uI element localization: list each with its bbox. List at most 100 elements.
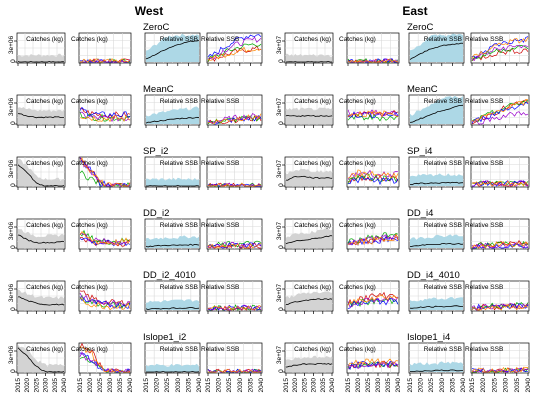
catches-label: Catches (kg) — [71, 222, 108, 229]
ssb-median-line — [409, 181, 464, 186]
x-tick-label: 2030 — [375, 378, 382, 393]
x-tick-label: 2025 — [301, 378, 308, 393]
y-tick-label-zero: 0 — [278, 307, 285, 311]
catches-label: Catches (kg) — [26, 160, 63, 167]
catches-label: Catches (kg) — [26, 346, 63, 353]
ssb-median-line — [145, 243, 200, 248]
catch-envelope — [18, 158, 64, 186]
ssb-median-line — [145, 116, 200, 124]
y-tick-label: 3e+07 — [276, 35, 283, 54]
x-tick-label: 2020 — [24, 378, 31, 393]
ssb-median-line — [146, 185, 200, 187]
ssb-label: Relative SSB — [160, 222, 198, 229]
y-tick-label-zero: 0 — [10, 121, 17, 125]
x-tick-label: 2020 — [292, 378, 299, 393]
region-title-west: West — [135, 4, 163, 18]
catches-label: Catches (kg) — [339, 222, 376, 229]
x-tick-label: 2035 — [185, 378, 192, 393]
catch-iteration-line — [347, 169, 399, 179]
catch-iteration-line — [347, 234, 399, 246]
ssb-label: Relative SSB — [465, 284, 503, 291]
x-tick-label: 2040 — [196, 378, 203, 393]
catch-median-line — [17, 164, 65, 187]
ssb-label: Relative SSB — [160, 98, 198, 105]
ssb-iteration-line — [471, 37, 529, 59]
catch-iteration-line — [80, 58, 131, 63]
y-tick-label-zero: 0 — [278, 59, 285, 63]
y-tick-label: 3e+06 — [8, 35, 15, 54]
catch-iteration-line — [79, 111, 131, 122]
catch-iteration-line — [79, 346, 130, 373]
catches-label: Catches (kg) — [26, 36, 63, 43]
mp-label: SP_i2 — [143, 146, 168, 157]
catch-iteration-line — [79, 231, 131, 246]
x-tick-label: 2025 — [97, 378, 104, 393]
catch-median-line — [18, 296, 65, 306]
panel-grid: Catches (kg) Catches (kg) Relative SSB Rela… — [8, 22, 532, 392]
x-tick-label: 2040 — [329, 378, 336, 393]
ssb-iteration-line — [207, 34, 262, 58]
ssb-label: Relative SSB — [160, 284, 198, 291]
mp-label: MeanC — [407, 84, 438, 95]
catch-iteration-line — [347, 358, 399, 366]
ssb-iteration-line — [207, 113, 261, 124]
ssb-median-line — [409, 104, 464, 123]
x-tick-label: 2030 — [237, 378, 244, 393]
ssb-iteration-line — [471, 241, 529, 249]
ssb-iteration-line — [207, 305, 262, 311]
ssb-iteration-line — [471, 179, 529, 187]
ssb-envelope — [146, 33, 199, 62]
catch-median-line — [17, 61, 65, 63]
ssb-label: Relative SSB — [201, 222, 239, 229]
y-tick-label: 3e+07 — [276, 159, 283, 178]
ssb-label: Relative SSB — [424, 36, 462, 43]
x-tick-label: 2020 — [355, 378, 362, 393]
x-tick-label: 2035 — [449, 378, 456, 393]
catches-label: Catches (kg) — [26, 98, 63, 105]
mp-label: ZeroC — [407, 22, 434, 33]
catches-label: Catches (kg) — [339, 160, 376, 167]
x-tick-label: 2030 — [311, 378, 318, 393]
catches-label: Catches (kg) — [294, 222, 331, 229]
catches-label: Catches (kg) — [294, 346, 331, 353]
x-tick-label: 2025 — [164, 378, 171, 393]
catch-envelope — [18, 107, 64, 124]
catches-label: Catches (kg) — [71, 36, 108, 43]
x-tick-label: 2040 — [395, 378, 402, 393]
catch-iteration-line — [347, 294, 399, 306]
catches-label: Catches (kg) — [294, 160, 331, 167]
ssb-iteration-line — [208, 368, 262, 373]
y-tick-label: 3e+06 — [8, 97, 15, 116]
x-tick-label: 2040 — [127, 378, 134, 393]
ssb-label: Relative SSB — [424, 346, 462, 353]
catch-median-line — [285, 175, 333, 181]
catch-iteration-line — [347, 110, 399, 118]
ssb-iteration-line — [207, 46, 262, 61]
catch-iteration-line — [79, 297, 131, 311]
catch-median-line — [285, 298, 333, 306]
y-tick-label-zero: 0 — [278, 369, 285, 373]
ssb-label: Relative SSB — [465, 346, 503, 353]
catch-iteration-line — [79, 115, 131, 123]
ssb-label: Relative SSB — [424, 284, 462, 291]
catch-envelope — [18, 53, 64, 62]
ssb-label: Relative SSB — [201, 160, 239, 167]
x-tick-label: 2025 — [226, 378, 233, 393]
y-tick-label: 3e+07 — [276, 97, 283, 116]
catches-label: Catches (kg) — [71, 284, 108, 291]
x-tick-label: 2025 — [365, 378, 372, 393]
x-tick-label: 2035 — [247, 378, 254, 393]
ssb-iteration-line — [471, 180, 529, 187]
y-tick-label-zero: 0 — [10, 59, 17, 63]
catches-label: Catches (kg) — [339, 346, 376, 353]
ssb-iteration-line — [207, 36, 262, 60]
x-tick-label: 2040 — [258, 378, 265, 393]
x-tick-label: 2030 — [439, 378, 446, 393]
y-tick-label-zero: 0 — [10, 183, 17, 187]
catches-label: Catches (kg) — [71, 98, 108, 105]
mp-label: DD_i4_4010 — [407, 270, 460, 281]
x-tick-label: 2035 — [385, 378, 392, 393]
x-tick-label: 2020 — [418, 378, 425, 393]
catch-iteration-line — [79, 107, 131, 119]
